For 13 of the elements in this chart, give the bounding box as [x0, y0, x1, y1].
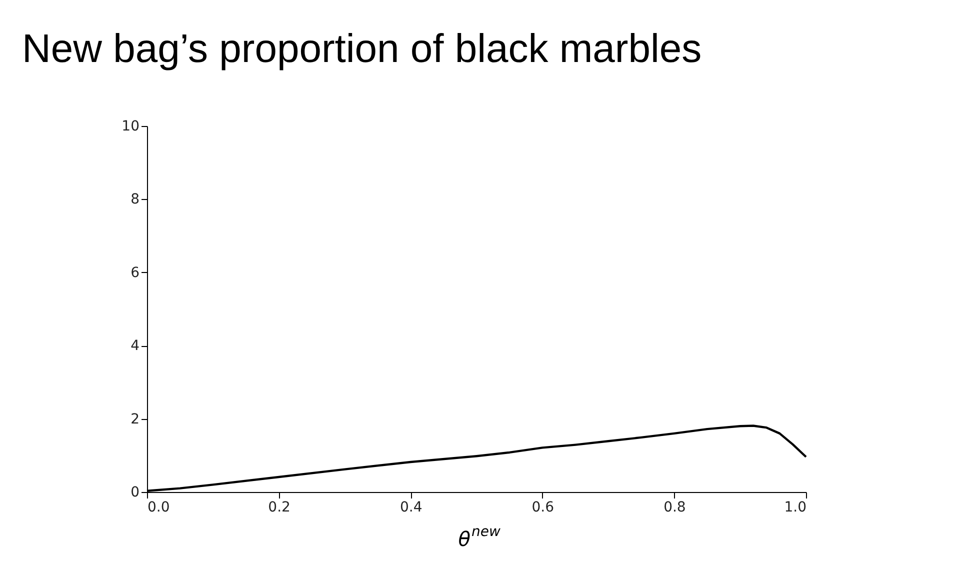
x-tick-label: 1.0	[784, 500, 806, 516]
y-tick-label: 4	[130, 338, 140, 354]
x-tick-label: 0.2	[268, 500, 290, 516]
chart-title: New bag’s proportion of black marbles	[22, 27, 702, 71]
x-tick-label: 0.4	[400, 500, 422, 516]
y-tick-label: 2	[130, 411, 140, 428]
y-tick-label: 6	[130, 264, 140, 281]
x-tick-label: 0.6	[532, 500, 554, 516]
y-tick-label: 8	[130, 192, 140, 208]
y-tick-label: 10	[122, 118, 140, 134]
x-tick-label: 0.8	[664, 500, 686, 516]
x-tick-label: 0.0	[148, 500, 170, 516]
y-tick-label: 0	[130, 484, 140, 500]
